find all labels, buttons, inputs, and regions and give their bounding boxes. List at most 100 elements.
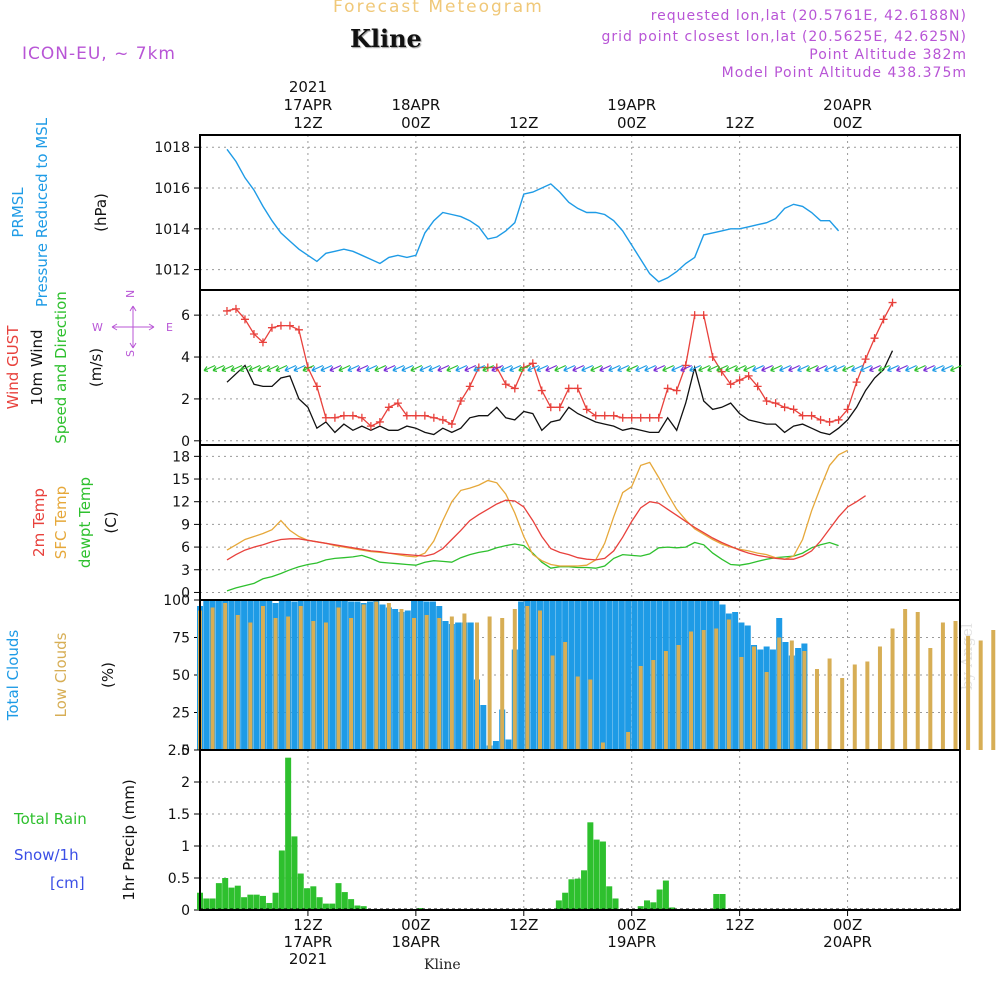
total-cloud-bar	[669, 600, 676, 750]
y-tick-label: 25	[172, 706, 190, 722]
wind-direction-arrow	[725, 364, 737, 373]
low-cloud-bar	[298, 606, 303, 750]
wind-direction-arrow	[860, 364, 872, 373]
rain-bar	[266, 902, 273, 910]
rain-bar	[259, 895, 266, 910]
total-cloud-bar	[719, 604, 726, 750]
wind-direction-arrow	[950, 364, 962, 373]
total-cloud-bar	[203, 600, 210, 750]
low-cloud-bar	[802, 651, 807, 750]
low-cloud-bar	[978, 640, 983, 750]
top-time-label: 00Z	[833, 114, 862, 132]
temperature-panel: 0 3 6 9 12 15 18	[172, 444, 961, 601]
rain-bar	[209, 898, 216, 910]
wind-gust-point	[348, 411, 357, 420]
total-cloud-bar	[599, 600, 606, 750]
rain-bar	[719, 894, 726, 910]
rain-bar	[713, 894, 720, 910]
low-cloud-bar	[714, 628, 719, 750]
y-tick-label: 0	[181, 903, 190, 919]
temperature-axis-label: (C)	[102, 511, 120, 533]
low-cloud-bar	[412, 618, 417, 750]
rain-bar	[606, 886, 613, 910]
wind-direction-arrow	[536, 364, 549, 373]
wind-axis-label: 10m Wind	[28, 329, 46, 405]
wind-direction-arrow	[473, 364, 486, 373]
total-cloud-bar	[769, 649, 776, 750]
low-cloud-bar	[260, 606, 265, 750]
wind-direction-arrow	[923, 364, 935, 373]
wind-gust-point	[267, 323, 276, 332]
top-time-label: 18APR	[391, 96, 440, 114]
wind-direction-arrow	[338, 364, 351, 373]
top-time-label: 2021	[289, 78, 327, 96]
total-cloud-bar	[266, 600, 273, 750]
wind-direction-arrow	[896, 364, 908, 373]
low-cloud-bar	[600, 742, 605, 750]
low-cloud-bar	[966, 636, 971, 750]
total-cloud-bar	[404, 610, 411, 750]
bottom-time-label: 00Z	[401, 916, 430, 934]
wind-direction-arrow	[644, 364, 656, 373]
wind-gust-point	[366, 422, 375, 431]
total-cloud-bar	[732, 612, 739, 750]
wind-gust-point	[447, 420, 456, 429]
bottom-time-label: 19APR	[607, 933, 656, 951]
bottom-time-label: 00Z	[833, 916, 862, 934]
precip-frame-top	[199, 749, 961, 911]
wind-direction-arrow	[365, 364, 378, 373]
wind-direction-arrow	[527, 364, 540, 373]
wind-direction-arrow	[581, 364, 593, 373]
low-cloud-bar	[475, 622, 480, 750]
y-tick-label: 1018	[154, 140, 190, 156]
wind-direction-arrow	[914, 364, 926, 373]
rain-bar	[574, 878, 581, 910]
total-cloud-bar	[392, 609, 399, 750]
wind-direction-arrow	[635, 364, 647, 373]
rain-bar	[644, 900, 651, 910]
wind-direction-arrow	[401, 364, 414, 373]
wind-gust-point	[249, 329, 258, 338]
closest-grid-coordinates: grid point closest lon,lat (20.5625E, 42…	[601, 29, 967, 45]
wind-gust-point	[411, 411, 420, 420]
rain-bar	[662, 880, 669, 910]
rain-bar	[650, 902, 657, 910]
wind-direction-arrow	[932, 364, 944, 373]
y-tick-label: 3	[181, 563, 190, 579]
wind-direction-arrow	[851, 364, 863, 373]
low-cloud-bar	[890, 628, 895, 750]
wind-direction-arrow	[671, 364, 683, 373]
low-cloud-bar	[840, 678, 845, 750]
bottom-time-label: 17APR	[284, 933, 333, 951]
rain-bar	[581, 870, 588, 910]
total-cloud-bar	[574, 600, 581, 750]
low-cloud-bar	[903, 609, 908, 750]
bottom-time-label: 18APR	[391, 933, 440, 951]
wind-direction-arrow	[554, 364, 567, 373]
y-tick-label: 75	[172, 631, 190, 647]
wind-direction-arrow	[347, 364, 360, 373]
top-time-label: 12Z	[725, 114, 754, 132]
total-cloud-bar	[215, 600, 222, 750]
rain-bar	[593, 839, 600, 910]
low-cloud-bar	[991, 630, 996, 750]
wind-gust-point	[807, 411, 816, 420]
total-cloud-bar	[744, 625, 751, 750]
wind-gust-point	[339, 411, 348, 420]
wind-gust-point	[420, 411, 429, 420]
total-cloud-bar	[631, 600, 638, 750]
snow-unit-legend: [cm]	[50, 874, 85, 892]
wind-direction-arrow	[815, 364, 827, 373]
wind-direction-arrow	[698, 364, 710, 373]
total-cloud-bar	[253, 600, 260, 750]
wind-gust-point	[879, 315, 888, 324]
wind-direction-arrow	[707, 364, 719, 373]
total-cloud-bar	[455, 622, 462, 750]
wind-direction-arrow	[941, 364, 953, 373]
total-cloud-bar	[492, 741, 499, 750]
wind-direction-arrow	[383, 364, 396, 373]
rain-bar	[555, 900, 562, 910]
wind-gust-point	[402, 411, 411, 420]
wind-gust-point	[771, 399, 780, 408]
wind-direction-arrow	[842, 364, 854, 373]
